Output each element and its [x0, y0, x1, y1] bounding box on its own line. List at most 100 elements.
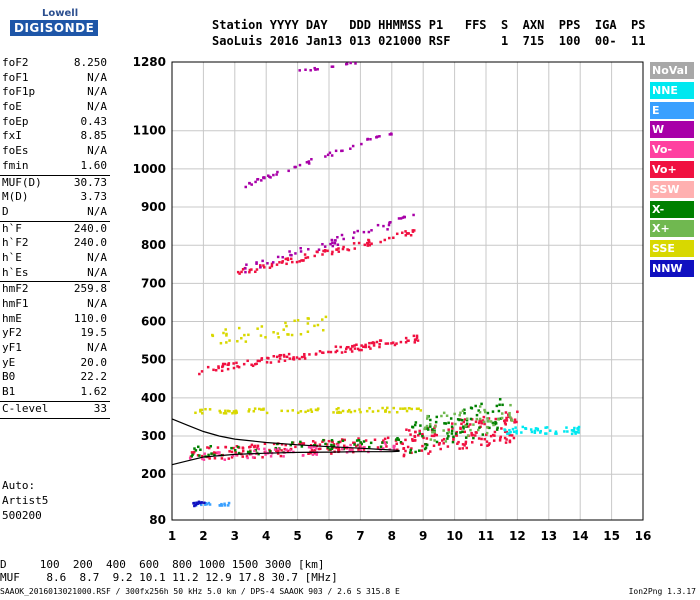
echo-point: [206, 446, 209, 449]
echo-point: [311, 450, 315, 453]
echo-point: [548, 429, 552, 432]
param-name: MUF(D): [2, 175, 42, 189]
echo-point: [343, 444, 346, 448]
echo-point: [292, 358, 296, 361]
echo-point: [235, 409, 238, 413]
param-name: h`F: [2, 221, 22, 235]
param-divider: [0, 400, 110, 402]
echo-point: [474, 404, 477, 408]
echo-point: [316, 68, 319, 71]
echo-point: [462, 427, 465, 430]
echo-point: [247, 333, 250, 337]
echo-point: [216, 446, 220, 449]
echo-point: [317, 248, 321, 251]
echo-point: [336, 411, 339, 414]
echo-point: [417, 449, 421, 452]
echo-point: [321, 328, 325, 332]
echo-point: [431, 428, 434, 431]
echo-point: [329, 350, 333, 354]
echo-point: [463, 444, 466, 447]
echo-point: [248, 270, 251, 274]
echo-point: [264, 450, 267, 453]
x-tick-label: 12: [509, 529, 526, 543]
echo-point: [500, 427, 503, 430]
echo-point: [228, 450, 231, 453]
echo-point: [275, 355, 279, 359]
echo-point: [363, 445, 366, 449]
echo-point: [195, 501, 199, 505]
echo-point: [256, 359, 260, 363]
echo-point: [428, 423, 432, 426]
echo-point: [397, 438, 401, 441]
echo-point: [441, 439, 444, 442]
echo-point: [279, 454, 283, 458]
x-tick-label: 1: [168, 529, 176, 543]
echo-point: [232, 446, 235, 450]
echo-point: [483, 422, 486, 426]
param-row: B1 1.62: [0, 385, 110, 400]
header-line-1: Station YYYY DAY DDD HHMMSS P1 FFS S AXN…: [212, 18, 646, 32]
echo-point: [235, 453, 238, 457]
echo-point: [434, 420, 438, 424]
echo-point: [248, 268, 252, 272]
echo-point: [446, 437, 449, 440]
muf-distance-table: D 100 200 400 600 800 1000 1500 3000 [km…: [0, 558, 338, 584]
echo-point: [308, 353, 311, 356]
legend-entry: E: [650, 101, 694, 119]
echo-point: [370, 341, 374, 345]
echo-point: [505, 419, 509, 422]
echo-point: [447, 434, 450, 438]
echo-point: [465, 446, 469, 450]
echo-point: [359, 449, 363, 453]
echo-point: [503, 436, 507, 440]
echo-point: [318, 447, 322, 451]
echo-point: [472, 423, 475, 426]
echo-point: [372, 344, 376, 347]
echo-point: [497, 409, 501, 413]
echo-point: [341, 149, 344, 153]
param-divider: [0, 174, 110, 176]
echo-point: [258, 407, 261, 411]
echo-point: [261, 259, 264, 263]
echo-point: [289, 443, 293, 447]
echo-point: [298, 442, 301, 446]
echo-point: [463, 412, 466, 415]
param-value: N/A: [87, 144, 107, 158]
echo-point: [200, 503, 203, 507]
echo-point: [282, 455, 285, 458]
echo-point: [492, 439, 496, 442]
legend-entry: W: [650, 121, 694, 139]
echo-point: [231, 454, 235, 457]
param-divider: [0, 281, 110, 283]
echo-point: [397, 217, 401, 220]
echo-point: [334, 350, 337, 354]
echo-point: [328, 448, 332, 451]
echo-point: [220, 504, 224, 507]
echo-point: [396, 436, 399, 440]
echo-point: [367, 238, 370, 242]
param-row: h`F2 240.0: [0, 236, 110, 251]
echo-point: [426, 428, 430, 431]
echo-point: [313, 452, 317, 455]
param-row: fxI 8.85: [0, 129, 110, 144]
echo-point: [384, 342, 388, 345]
echo-point: [278, 353, 282, 357]
echo-point: [424, 446, 428, 449]
echo-point: [326, 446, 330, 449]
echo-point: [498, 403, 501, 407]
echo-point: [410, 447, 413, 450]
echo-point: [565, 426, 568, 429]
echo-point: [365, 409, 369, 413]
echo-point: [477, 428, 480, 432]
echo-point: [362, 448, 366, 451]
echo-point: [188, 456, 192, 460]
echo-point: [503, 428, 506, 431]
param-name: h`F2: [2, 236, 29, 250]
echo-point: [435, 433, 439, 437]
echo-point: [318, 443, 322, 446]
echo-point: [405, 232, 409, 235]
echo-point: [393, 343, 397, 347]
echo-point: [199, 448, 202, 451]
echo-point: [207, 453, 210, 457]
echo-point: [259, 266, 262, 269]
